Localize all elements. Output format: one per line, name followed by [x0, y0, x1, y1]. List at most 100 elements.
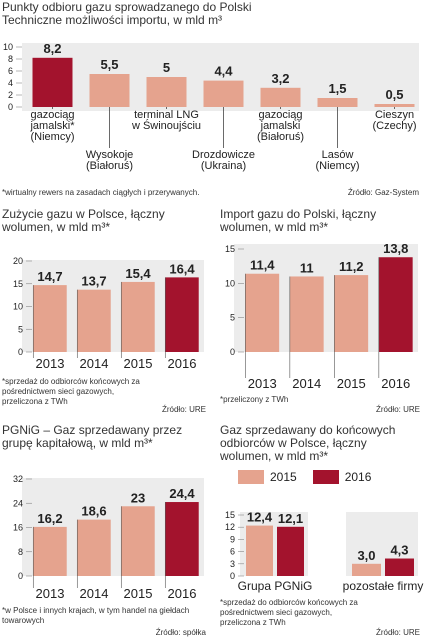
- c3-category-0: 2013: [248, 376, 277, 391]
- p1-note: *wirtualny rewers na zasadach ciągłych i…: [2, 188, 200, 197]
- c2-category-1: 2014: [80, 356, 109, 371]
- p4-title: PGNiG – Gaz sprzedawany przez grupę kapi…: [2, 423, 183, 450]
- c2-ytick-2: 10: [13, 302, 23, 312]
- c1-category-0-line-0: gazociąg: [30, 109, 74, 121]
- p5-legend: 2015 2016: [238, 470, 371, 484]
- p2-note: *sprzedaż do odbiorców końcowych za pośr…: [2, 377, 140, 406]
- c3-ytick-3: 15: [225, 244, 235, 254]
- c2-category-0: 2013: [36, 356, 65, 371]
- c3-value-1: 11: [300, 260, 314, 275]
- c5-category-1: pozostałe firmy: [343, 579, 424, 593]
- p3-title: Import gazu do Polski, łączny wolumen, w…: [220, 207, 377, 234]
- c5-bar-0-0: [246, 525, 273, 576]
- c5-bar-1-1: [385, 558, 414, 576]
- c4-ytick-2: 16: [13, 523, 23, 533]
- c1-ytick-5: 10: [3, 42, 13, 52]
- c3-category-1: 2014: [292, 376, 321, 391]
- c3-value-2: 11,2: [339, 259, 364, 274]
- legend-2015-swatch: [238, 470, 264, 484]
- c4-ytick-4: 32: [13, 474, 23, 484]
- c2-value-1: 13,7: [81, 274, 106, 289]
- c1-category-4-line-2: (Białoruś): [257, 131, 304, 143]
- c4-ytick-0: 0: [18, 571, 23, 581]
- c5-value-0-1: 12,1: [278, 511, 303, 526]
- c3-bar-3: [378, 257, 413, 352]
- p1-subtitle: Techniczne możliwości importu, w mld m³: [2, 13, 223, 27]
- c1-category-1-line-1: (Białoruś): [86, 160, 133, 172]
- c5-ytick-3: 9: [230, 534, 235, 544]
- c5-category-0: Grupa PGNiG: [238, 579, 313, 593]
- legend-2015-label: 2015: [270, 470, 297, 484]
- c1-bar-3: [203, 80, 244, 107]
- c1-value-5: 1,5: [328, 81, 346, 96]
- c5-ytick-5: 15: [225, 510, 235, 520]
- c3-ytick-1: 5: [230, 313, 235, 323]
- c2-category-3: 2016: [168, 356, 197, 371]
- c4-category-3: 2016: [168, 586, 197, 601]
- c5-ytick-1: 3: [230, 559, 235, 569]
- c1-category-3-line-1: (Ukraina): [201, 160, 246, 172]
- c1-ytick-4: 8: [8, 54, 13, 64]
- c2-ytick-3: 15: [13, 279, 23, 289]
- c1-value-2: 5: [163, 60, 170, 75]
- c3-value-3: 13,8: [383, 241, 408, 256]
- p5-note: *sprzedaż do odbiorców końcowych za pośr…: [220, 598, 358, 627]
- c4-value-2: 23: [131, 490, 145, 505]
- c1-bar-4: [260, 87, 301, 107]
- c1-ytick-2: 4: [8, 78, 13, 88]
- p1-source: Źródło: Gaz-System: [347, 188, 419, 197]
- c1-category-5-line-1: (Niemcy): [316, 160, 360, 172]
- c3-ytick-2: 10: [225, 278, 235, 288]
- c1-value-1: 5,5: [100, 57, 118, 72]
- c4-bar-2: [121, 506, 155, 576]
- c4-ytick-3: 24: [13, 498, 23, 508]
- p4-note: *w Polsce i innych krajach, w tym handel…: [2, 606, 190, 625]
- c1-value-4: 3,2: [271, 71, 289, 86]
- c2-bar-0: [33, 285, 67, 352]
- p2-title: Zużycie gazu w Polsce, łączny wolumen, w…: [2, 207, 165, 234]
- c3-bar-1: [289, 276, 324, 352]
- c5-value-0-0: 12,4: [247, 510, 273, 525]
- c4-category-2: 2015: [124, 586, 153, 601]
- legend-2016-swatch: [312, 470, 339, 484]
- c5-ytick-2: 6: [230, 547, 235, 557]
- c2-bar-1: [77, 289, 111, 352]
- c5-ytick-0: 0: [230, 571, 235, 581]
- c1-category-4-line-1: jamalski: [260, 120, 301, 132]
- c1-category-5-line-0: Lasów: [322, 149, 354, 161]
- c3-category-3: 2016: [381, 376, 410, 391]
- c1-category-0-line-1: jamalski*: [29, 120, 75, 132]
- p2-source: Źródło: URE: [161, 405, 206, 414]
- c4-category-0: 2013: [36, 586, 65, 601]
- c1-value-6: 0,5: [385, 87, 403, 102]
- c4-value-3: 24,4: [169, 486, 195, 501]
- c4-value-0: 16,2: [37, 511, 62, 526]
- p4-source: Źródło: spółka: [155, 628, 206, 637]
- c1-category-6-line-1: (Czechy): [372, 120, 416, 132]
- c5-bar-1-0: [352, 563, 381, 576]
- c4-bar-1: [77, 519, 111, 576]
- c2-ytick-0: 0: [18, 347, 23, 357]
- p3-note: *przeliczony z TWh: [220, 395, 289, 404]
- c1-value-0: 8,2: [43, 41, 61, 56]
- p3-source: Źródło: URE: [375, 405, 420, 414]
- c2-ytick-4: 20: [13, 256, 23, 266]
- c3-bar-0: [245, 273, 280, 352]
- c1-ytick-1: 2: [8, 90, 13, 100]
- c5-ytick-4: 12: [225, 522, 235, 532]
- c5-bar-0-1: [277, 526, 304, 576]
- c1-ytick-3: 6: [8, 66, 13, 76]
- c4-ytick-1: 8: [18, 547, 23, 557]
- c1-category-1-line-0: Wysokoje: [86, 149, 134, 161]
- c5-value-1-0: 3,0: [357, 548, 375, 563]
- legend-2016-label: 2016: [344, 470, 372, 484]
- c1-category-0-line-2: (Niemcy): [31, 131, 75, 143]
- c3-value-0: 11,4: [250, 258, 275, 273]
- c1-bar-5: [317, 98, 358, 107]
- c2-bar-3: [165, 277, 199, 352]
- c3-bar-2: [334, 275, 369, 352]
- c1-bar-6: [374, 104, 415, 107]
